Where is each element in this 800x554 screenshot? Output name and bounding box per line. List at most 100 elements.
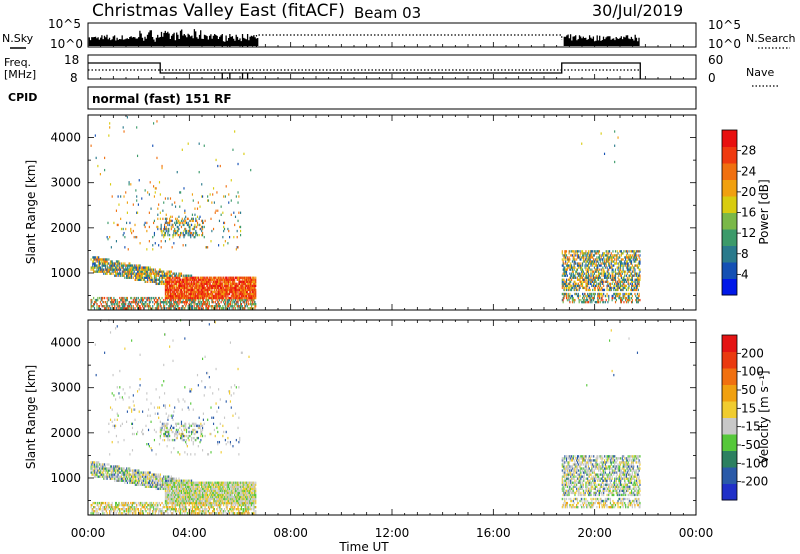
heatmap-cell: [130, 307, 132, 310]
heatmap-cell: [196, 282, 198, 286]
heatmap-cell: [109, 475, 111, 478]
heatmap-cell: [207, 278, 209, 281]
heatmap-cell: [592, 298, 595, 302]
heatmap-cell: [108, 307, 110, 310]
heatmap-cell: [232, 292, 234, 296]
heatmap-cell: [159, 510, 161, 513]
heatmap-cell: [235, 282, 237, 286]
heatmap-cell: [637, 278, 639, 281]
heatmap-cell: [162, 217, 164, 221]
heatmap-cell: [155, 481, 157, 484]
heatmap-cell: [604, 266, 606, 269]
heatmap-cell: [132, 473, 134, 476]
heatmap-cell: [234, 282, 236, 286]
heatmap-cell: [617, 262, 619, 265]
heatmap-cell: [184, 294, 186, 298]
beam-label: Beam 03: [354, 4, 421, 22]
heatmap-cell: [194, 213, 196, 216]
heatmap-cell: [191, 307, 193, 310]
heatmap-cell: [201, 286, 203, 290]
heatmap-cell: [182, 305, 184, 308]
heatmap-cell: [129, 303, 131, 306]
heatmap-cell: [111, 300, 113, 304]
heatmap-cell: [100, 260, 102, 263]
heatmap-cell: [561, 292, 563, 296]
heatmap-cell: [104, 508, 107, 511]
heatmap-cell: [144, 225, 146, 229]
heatmap-cell: [91, 266, 93, 269]
heatmap-cell: [151, 503, 153, 507]
heatmap-cell: [154, 479, 156, 482]
heatmap-cell: [136, 276, 139, 279]
heatmap-cell: [614, 280, 617, 283]
heatmap-cell: [200, 227, 202, 231]
nsky-tick-top: 10^5: [48, 17, 81, 31]
heatmap-cell: [240, 211, 242, 214]
heatmap-cell: [600, 278, 602, 281]
heatmap-cell: [240, 288, 242, 292]
heatmap-cell: [105, 305, 107, 308]
heatmap-cell: [116, 268, 118, 271]
heatmap-cell: [595, 268, 597, 271]
heatmap-cell: [235, 286, 237, 290]
heatmap-cell: [582, 268, 584, 271]
heatmap-cell: [111, 264, 113, 267]
heatmap-cell: [102, 268, 104, 271]
heatmap-cell: [111, 467, 113, 470]
heatmap-cell: [618, 264, 620, 267]
heatmap-cell: [170, 278, 172, 281]
heatmap-cell: [125, 298, 127, 302]
heatmap-cell: [191, 286, 193, 290]
heatmap-cell: [102, 475, 104, 478]
heatmap-cell: [195, 282, 197, 286]
heatmap-cell: [120, 475, 123, 478]
heatmap-cell: [98, 461, 100, 464]
heatmap-cell: [114, 307, 116, 310]
heatmap-cell: [250, 296, 252, 300]
heatmap-cell: [240, 290, 242, 294]
heatmap-cell: [228, 276, 230, 279]
heatmap-cell: [99, 268, 101, 271]
heatmap-cell: [160, 282, 162, 286]
heatmap-cell: [606, 252, 608, 255]
heatmap-cell: [592, 256, 594, 259]
heatmap-cell: [112, 475, 114, 478]
heatmap-cell: [171, 284, 173, 288]
heatmap-cell: [117, 467, 119, 470]
heatmap-cell: [606, 276, 608, 279]
heatmap-cell: [145, 477, 147, 480]
heatmap-cell: [637, 300, 639, 304]
heatmap-cell: [146, 479, 148, 482]
heatmap-cell: [242, 276, 244, 279]
heatmap-cell: [98, 505, 100, 509]
heatmap-cell: [138, 503, 140, 507]
heatmap-cell: [159, 475, 161, 478]
heatmap-cell: [603, 152, 606, 156]
heatmap-cell: [576, 288, 578, 292]
heatmap-cell: [614, 160, 616, 164]
heatmap-cell: [111, 260, 113, 263]
heatmap-cell: [107, 238, 109, 241]
heatmap-cell: [140, 278, 142, 281]
heatmap-cell: [102, 505, 104, 509]
heatmap-cell: [624, 278, 626, 281]
heatmap-cell: [577, 278, 579, 281]
heatmap-cell: [626, 260, 628, 263]
heatmap-cell: [195, 219, 197, 223]
heatmap-cell: [238, 276, 240, 279]
heatmap-cell: [587, 272, 590, 275]
heatmap-cell: [211, 298, 213, 302]
heatmap-cell: [169, 219, 172, 223]
heatmap-cell: [616, 292, 618, 296]
heatmap-cell: [147, 303, 149, 306]
heatmap-cell: [140, 501, 142, 505]
heatmap-cell: [185, 286, 187, 290]
heatmap-cell: [97, 475, 99, 478]
heatmap-cell: [133, 471, 135, 474]
heatmap-cell: [563, 262, 565, 265]
heatmap-cell: [90, 465, 92, 468]
heatmap-cell: [141, 483, 143, 486]
heatmap-cell: [246, 305, 248, 308]
heatmap-cell: [225, 284, 227, 288]
heatmap-cell: [585, 258, 587, 261]
